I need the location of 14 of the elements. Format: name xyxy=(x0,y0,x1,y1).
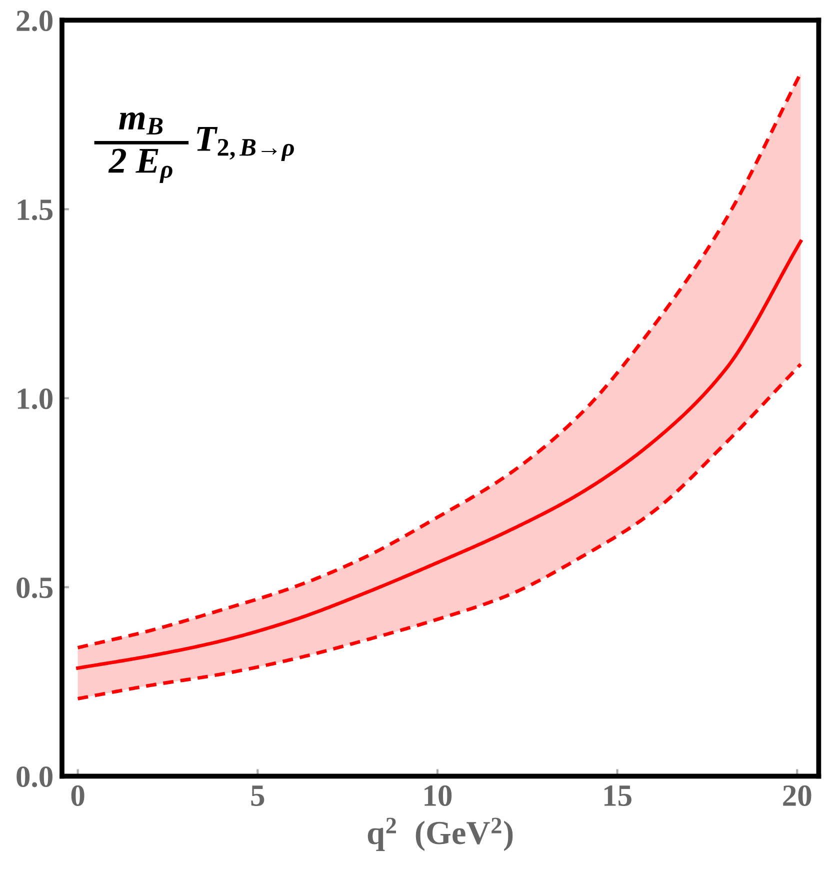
x-tick-label: 0 xyxy=(71,785,84,806)
y-tick-label: 2.0 xyxy=(16,10,52,32)
annotation: T$_{2,B→ρ}$ xyxy=(197,127,294,162)
y-tick-label: 1.5 xyxy=(18,200,53,220)
annotation: m$_{B}$ xyxy=(119,112,163,134)
y-tick-label: 0.0 xyxy=(16,766,52,788)
x-axis-title: q$^{2}$ (GeV$^{2}$) xyxy=(368,818,513,852)
y-tick-label: 0.5 xyxy=(16,577,53,598)
y-tick-label: 1.0 xyxy=(18,388,52,410)
x-tick-label: 20 xyxy=(783,785,812,806)
x-tick-label: 15 xyxy=(604,786,632,806)
annotation: 2 E$_{ρ}$ xyxy=(108,148,172,184)
x-tick-label: 5 xyxy=(251,786,264,806)
x-tick-label: 10 xyxy=(424,785,452,806)
